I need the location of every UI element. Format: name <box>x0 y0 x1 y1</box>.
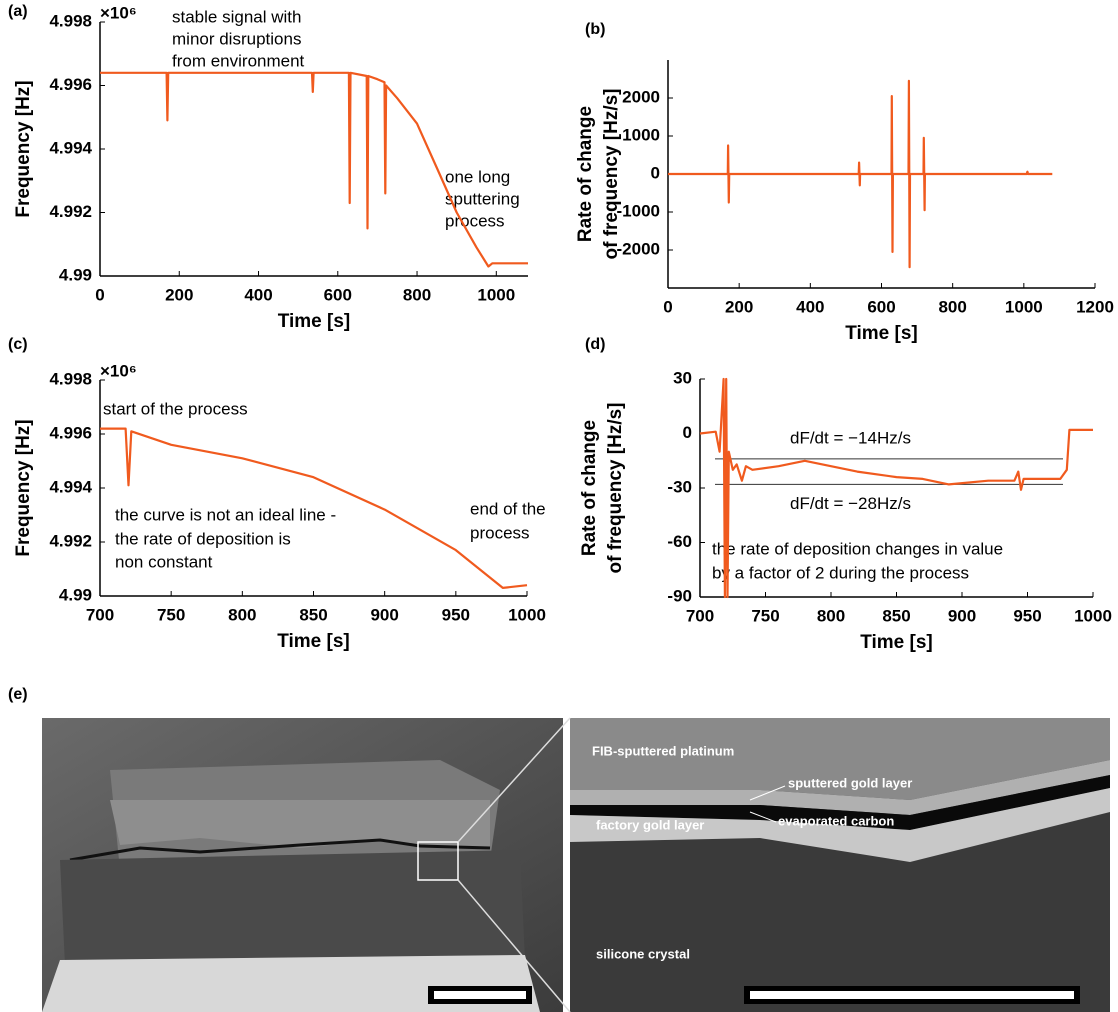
x-tick-label: 400 <box>796 297 824 316</box>
annotation: from environment <box>172 51 305 70</box>
x-tick-label: 850 <box>882 606 910 625</box>
y-tick-label: 0 <box>683 423 692 442</box>
x-tick-label: 600 <box>867 297 895 316</box>
y-multiplier: ×10⁶ <box>100 361 137 380</box>
x-tick-label: 600 <box>324 285 352 304</box>
annotation: stable signal with <box>172 7 301 26</box>
x-tick-label: 800 <box>938 297 966 316</box>
x-tick-label: 0 <box>663 297 672 316</box>
y-tick-label: 4.998 <box>49 369 92 388</box>
x-tick-label: 1000 <box>1005 297 1043 316</box>
annotation: the rate of deposition changes in value <box>712 539 1003 558</box>
micrograph-left <box>42 718 563 1012</box>
x-tick-label: 850 <box>299 605 327 624</box>
x-tick-label: 700 <box>686 606 714 625</box>
annotation: process <box>445 211 505 230</box>
x-tick-label: 200 <box>165 285 193 304</box>
panel-label: (d) <box>585 336 605 353</box>
y-axis-title: Frequency [Hz] <box>13 419 34 556</box>
panel-label: (e) <box>8 686 28 703</box>
reference-label: dF/dt = −28Hz/s <box>790 494 911 513</box>
annotation: the curve is not an ideal line - <box>115 505 336 524</box>
y-multiplier: ×10⁶ <box>100 3 137 22</box>
annotation: minor disruptions <box>172 29 301 48</box>
y-tick-label: 0 <box>651 163 660 182</box>
x-tick-label: 950 <box>442 605 470 624</box>
y-axis-title: Rate of change <box>579 420 600 556</box>
x-tick-label: 1000 <box>1074 606 1112 625</box>
x-tick-label: 800 <box>228 605 256 624</box>
image-label: factory gold layer <box>596 817 704 832</box>
x-tick-label: 750 <box>751 606 779 625</box>
y-tick-label: -30 <box>667 477 692 496</box>
x-tick-label: 1200 <box>1076 297 1114 316</box>
x-axis-title: Time [s] <box>845 323 918 344</box>
y-tick-label: 4.99 <box>59 265 92 284</box>
reference-label: dF/dt = −14Hz/s <box>790 428 911 447</box>
annotation: sputtering <box>445 189 520 208</box>
micrograph-right <box>457 717 1110 1012</box>
y-tick-label: 4.992 <box>49 202 92 221</box>
y-axis-title: of frequency [Hz/s] <box>601 88 622 259</box>
y-axis-title: Frequency [Hz] <box>13 80 34 217</box>
x-tick-label: 750 <box>157 605 185 624</box>
x-tick-label: 1000 <box>477 285 515 304</box>
y-axis-title: of frequency [Hz/s] <box>605 402 626 573</box>
x-tick-label: 400 <box>244 285 272 304</box>
data-line <box>668 79 1053 269</box>
y-tick-label: 30 <box>673 368 692 387</box>
data-line <box>100 427 528 589</box>
y-axis-title: Rate of change <box>575 106 596 242</box>
y-tick-label: 4.998 <box>49 11 92 30</box>
x-tick-label: 950 <box>1013 606 1041 625</box>
y-tick-label: 1000 <box>622 125 660 144</box>
y-tick-label: 2000 <box>622 87 660 106</box>
image-label: sputtered gold layer <box>788 775 912 790</box>
annotation: one long <box>445 167 510 186</box>
annotation: end of the <box>470 499 546 518</box>
x-axis-title: Time [s] <box>860 632 933 653</box>
data-line <box>699 377 1093 599</box>
x-tick-label: 1000 <box>508 605 546 624</box>
panel-label: (c) <box>8 336 28 353</box>
y-tick-label: 4.994 <box>49 477 92 496</box>
annotation: start of the process <box>103 399 248 418</box>
y-tick-label: 4.996 <box>49 75 92 94</box>
annotation: by a factor of 2 during the process <box>712 563 969 582</box>
annotation: process <box>470 523 530 542</box>
x-tick-label: 700 <box>86 605 114 624</box>
x-tick-label: 200 <box>725 297 753 316</box>
data-line <box>100 71 528 268</box>
y-tick-label: 4.994 <box>49 138 92 157</box>
image-label: FIB-sputtered platinum <box>592 743 734 758</box>
y-tick-label: 4.992 <box>49 531 92 550</box>
panel-label: (a) <box>8 3 28 20</box>
x-tick-label: 0 <box>95 285 104 304</box>
x-tick-label: 900 <box>370 605 398 624</box>
y-tick-label: -90 <box>667 586 692 605</box>
x-axis-title: Time [s] <box>277 631 350 652</box>
annotation: the rate of deposition is <box>115 529 291 548</box>
annotation: non constant <box>115 552 213 571</box>
y-tick-label: 4.99 <box>59 585 92 604</box>
image-label: silicone crystal <box>596 946 690 961</box>
y-tick-label: 4.996 <box>49 423 92 442</box>
x-tick-label: 800 <box>403 285 431 304</box>
x-tick-label: 900 <box>948 606 976 625</box>
y-tick-label: -60 <box>667 532 692 551</box>
image-label: evaporated carbon <box>778 813 894 828</box>
x-axis-title: Time [s] <box>278 311 351 332</box>
panel-label: (b) <box>585 21 605 38</box>
y-tick-label: -1000 <box>617 201 660 220</box>
x-tick-label: 800 <box>817 606 845 625</box>
y-tick-label: -2000 <box>617 239 660 258</box>
